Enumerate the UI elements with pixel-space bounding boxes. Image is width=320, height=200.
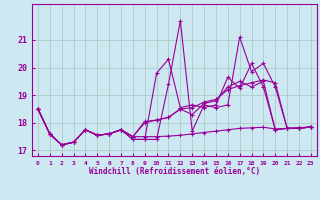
X-axis label: Windchill (Refroidissement éolien,°C): Windchill (Refroidissement éolien,°C) — [89, 167, 260, 176]
